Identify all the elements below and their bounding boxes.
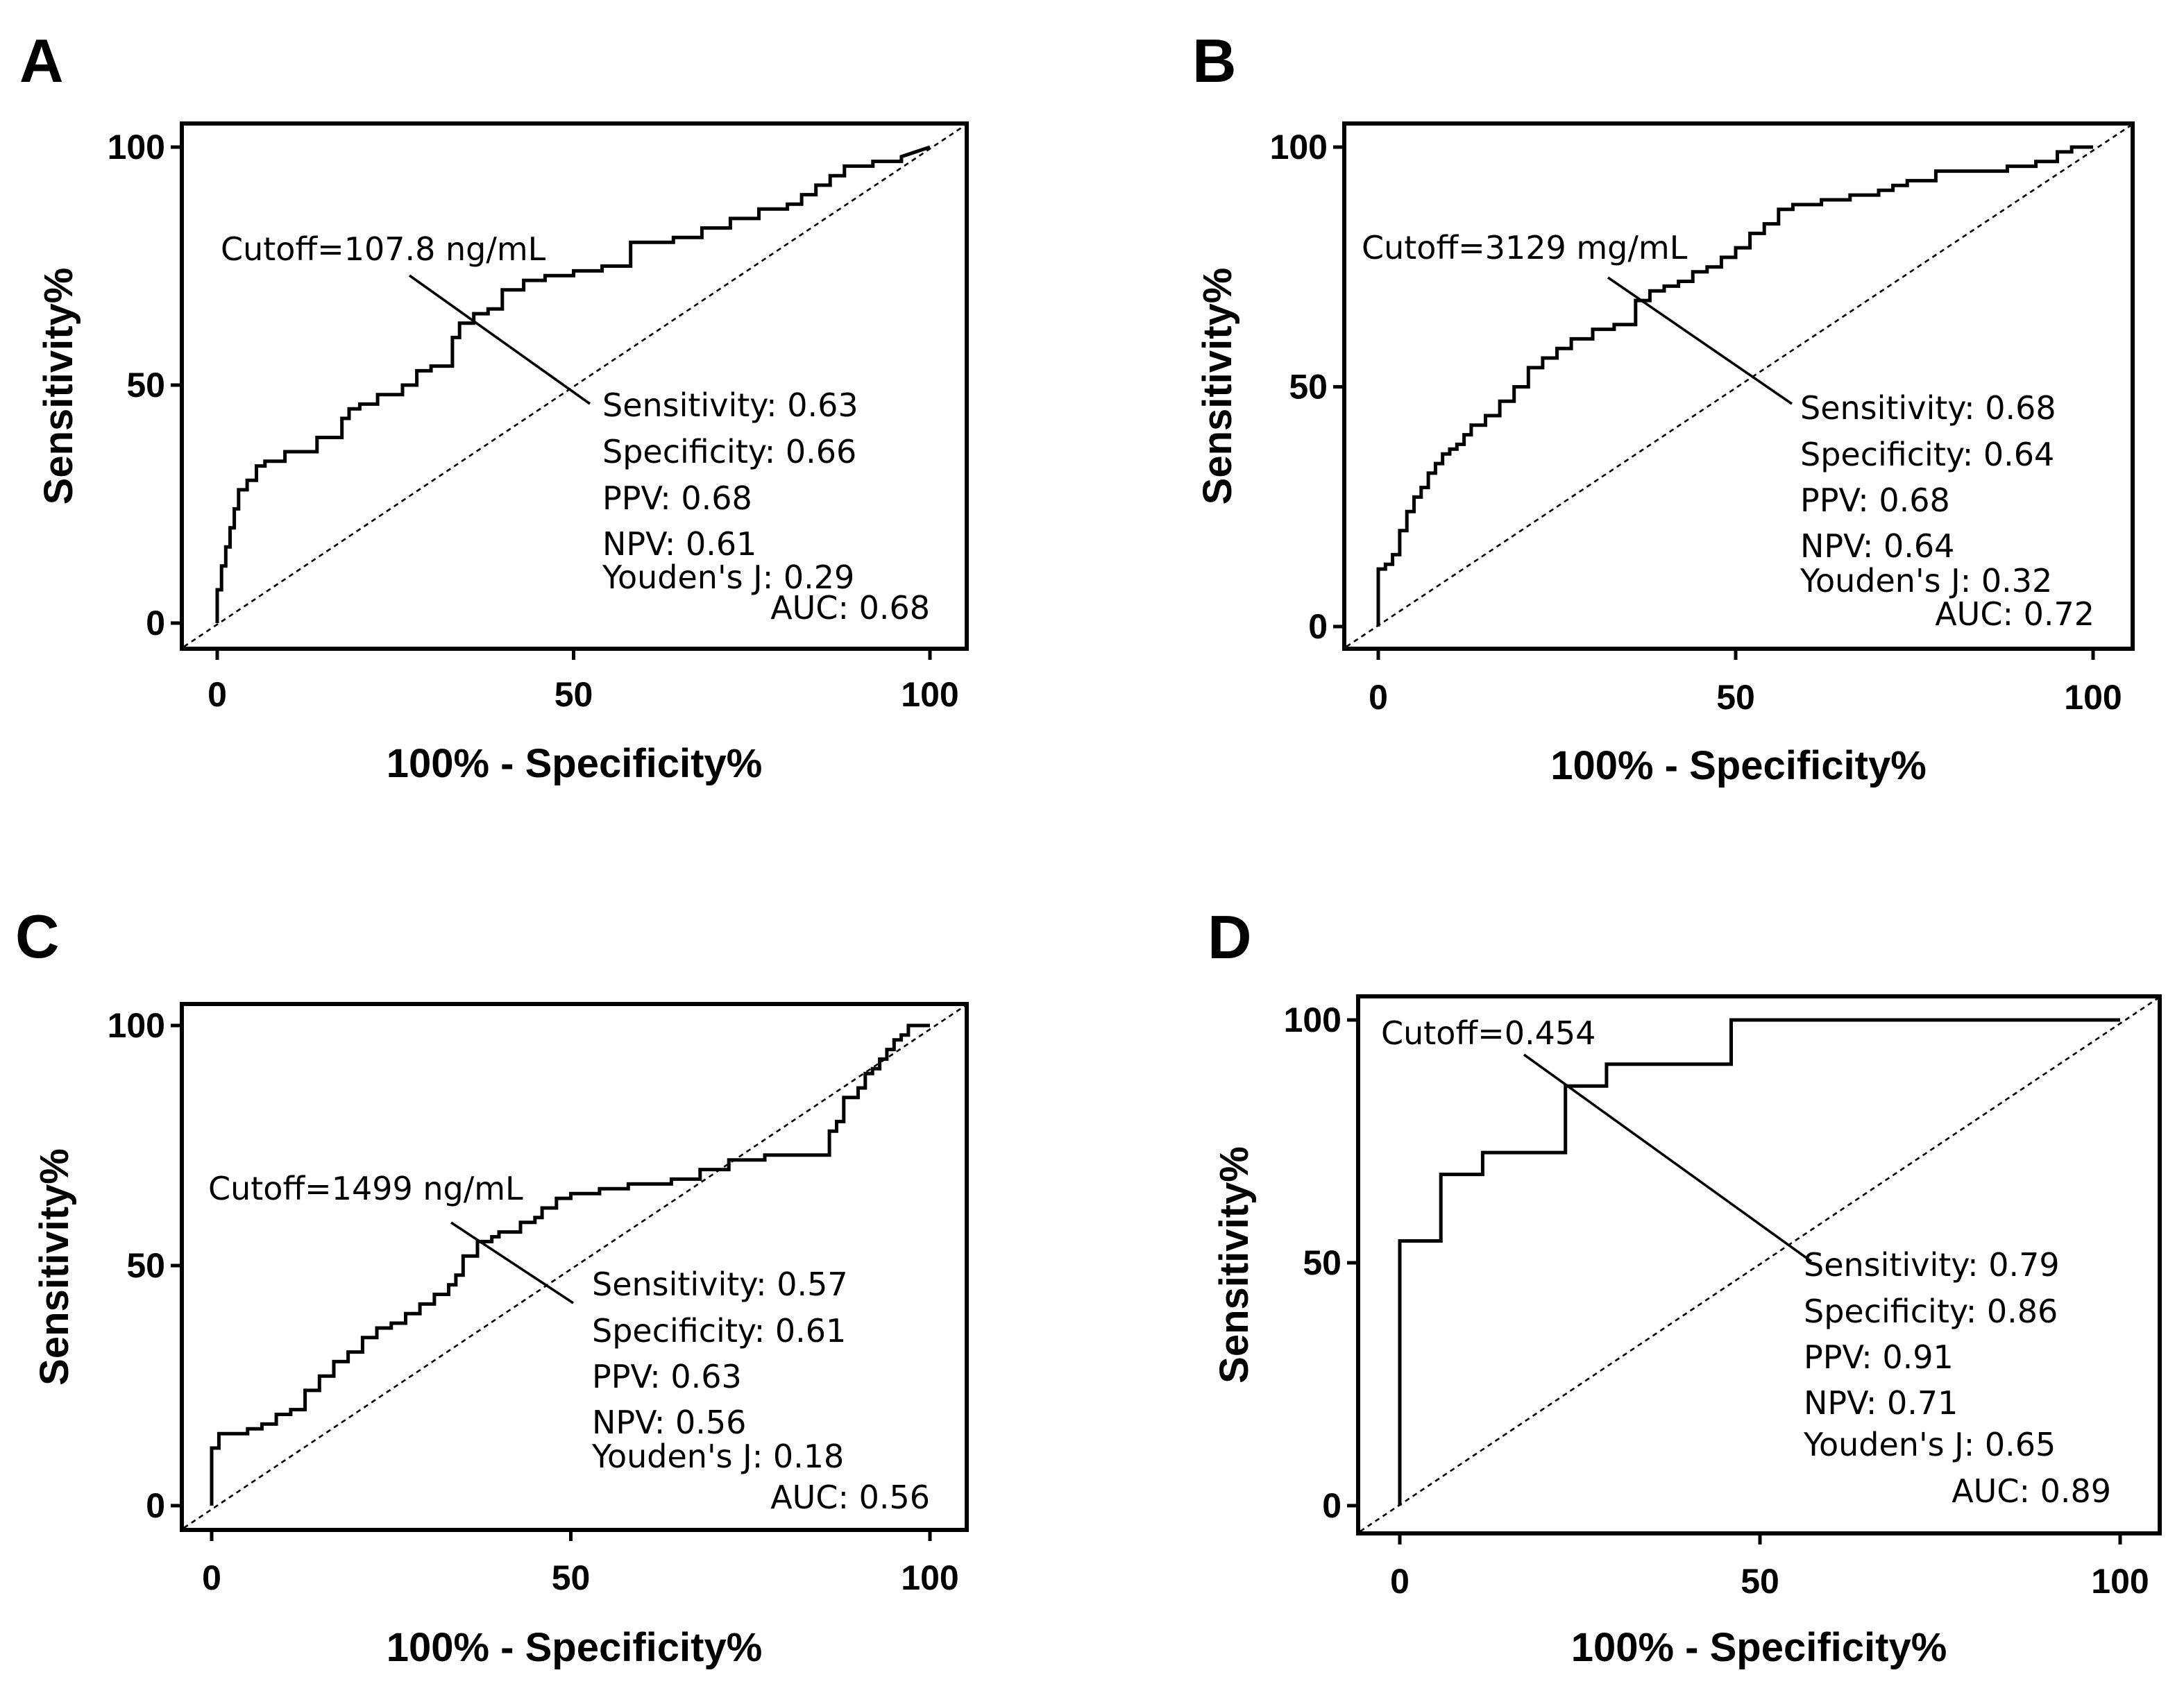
- metric-annotation: Sensitivity: 0.79: [1804, 1246, 2060, 1284]
- x-tick-label: 0: [1369, 678, 1388, 717]
- reference-diagonal-line: [183, 124, 965, 648]
- metric-annotation: Specificity: 0.64: [1800, 436, 2054, 473]
- metric-annotation: PPV: 0.68: [1800, 482, 1950, 519]
- panel-d: D 0 50 100 0 50 100 100% - Specificity% Sensitiv…: [1208, 903, 2162, 1670]
- y-tick-label: 0: [1322, 1486, 1341, 1525]
- roc-curve-line: [215, 145, 931, 623]
- y-tick-label: 100: [1270, 128, 1328, 167]
- metric-annotation: Sensitivity: 0.57: [592, 1266, 848, 1303]
- x-tick-label: 0: [1390, 1562, 1410, 1601]
- metric-annotation: NPV: 0.64: [1800, 527, 1954, 565]
- y-tick-label: 50: [1303, 1243, 1341, 1282]
- cutoff-leader-line: [1523, 1053, 1813, 1263]
- metric-annotation: Specificity: 0.61: [592, 1312, 846, 1350]
- metric-annotation: Specificity: 0.66: [602, 433, 856, 470]
- y-tick-label: 100: [108, 1006, 165, 1045]
- cutoff-leader-line: [408, 274, 591, 405]
- x-tick-label: 0: [208, 675, 227, 714]
- y-tick-label: 100: [108, 128, 165, 167]
- auc-label: AUC: 0.68: [770, 589, 930, 627]
- y-tick-label: 0: [146, 604, 165, 642]
- roc-curve-line: [210, 1023, 930, 1506]
- y-tick-label: 0: [1308, 607, 1328, 646]
- panel-letter: D: [1208, 903, 1252, 971]
- metric-annotation: NPV: 0.56: [592, 1404, 746, 1441]
- x-axis-title: 100% - Specificity%: [1571, 1625, 1947, 1670]
- metric-annotation: PPV: 0.68: [602, 479, 752, 517]
- metric-annotation: Youden's J: 0.29: [602, 559, 854, 596]
- metric-annotation: NPV: 0.71: [1804, 1384, 1958, 1422]
- cutoff-label: Cutoff=107.8 ng/mL: [221, 230, 546, 268]
- reference-diagonal-line: [183, 1005, 965, 1529]
- cutoff-label: Cutoff=0.454: [1381, 1014, 1595, 1052]
- metric-annotation: Sensitivity: 0.68: [1800, 389, 2056, 427]
- panel-letter: C: [15, 902, 60, 971]
- cutoff-label: Cutoff=3129 mg/mL: [1362, 229, 1688, 266]
- y-tick-label: 50: [126, 1246, 165, 1285]
- panel-c: C 0 50 100 0 50 100 100% - Specificity% Sensitiv…: [15, 902, 969, 1670]
- panel-letter: A: [19, 26, 64, 95]
- x-axis-title: 100% - Specificity%: [387, 1625, 763, 1670]
- y-axis-title: Sensitivity%: [1195, 268, 1240, 505]
- cutoff-leader-line: [1607, 276, 1793, 405]
- metric-annotation: PPV: 0.91: [1804, 1338, 1954, 1376]
- x-tick-label: 100: [901, 675, 958, 714]
- cutoff-label: Cutoff=1499 ng/mL: [208, 1170, 523, 1207]
- reference-diagonal-line: [1346, 124, 2131, 648]
- x-tick-label: 100: [901, 1558, 958, 1597]
- y-axis-title: Sensitivity%: [32, 1148, 77, 1386]
- roc-curve-line: [1376, 145, 2093, 627]
- x-tick-label: 100: [2091, 1562, 2149, 1601]
- x-axis-title: 100% - Specificity%: [1550, 743, 1927, 788]
- metric-annotation: Youden's J: 0.18: [591, 1438, 844, 1475]
- metric-annotation: NPV: 0.61: [602, 525, 756, 563]
- x-tick-label: 100: [2064, 678, 2122, 717]
- auc-label: AUC: 0.89: [1952, 1472, 2111, 1510]
- metric-annotation: Specificity: 0.86: [1804, 1293, 2058, 1330]
- auc-label: AUC: 0.56: [770, 1479, 930, 1516]
- metric-annotation: PPV: 0.63: [592, 1358, 742, 1395]
- reference-diagonal-line: [1360, 997, 2158, 1533]
- cutoff-leader-line: [450, 1221, 574, 1304]
- y-axis-title: Sensitivity%: [1212, 1146, 1257, 1384]
- x-tick-label: 50: [1716, 678, 1755, 717]
- panel-a: A 0 50 100 0 50 100 100% - Specificity% Sensitiv…: [19, 26, 969, 786]
- x-tick-label: 50: [1741, 1562, 1779, 1601]
- y-tick-label: 100: [1284, 1001, 1341, 1039]
- y-tick-label: 50: [1289, 368, 1328, 407]
- panel-b: B 0 50 100 0 50 100 100% - Specificity% Sensitiv…: [1192, 26, 2135, 788]
- panel-letter: B: [1192, 26, 1237, 95]
- x-tick-label: 0: [202, 1558, 221, 1597]
- x-tick-label: 50: [555, 675, 593, 714]
- x-tick-label: 50: [552, 1558, 591, 1597]
- auc-label: AUC: 0.72: [1935, 595, 2094, 633]
- y-tick-label: 0: [146, 1486, 165, 1525]
- metric-annotation: Sensitivity: 0.63: [602, 386, 858, 424]
- roc-curve-line: [1398, 1018, 2120, 1506]
- metric-annotation: Youden's J: 0.65: [1803, 1426, 2056, 1463]
- metric-annotation: Youden's J: 0.32: [1800, 562, 2052, 599]
- x-axis-title: 100% - Specificity%: [387, 741, 763, 786]
- y-tick-label: 50: [126, 366, 165, 405]
- y-axis-title: Sensitivity%: [36, 268, 81, 505]
